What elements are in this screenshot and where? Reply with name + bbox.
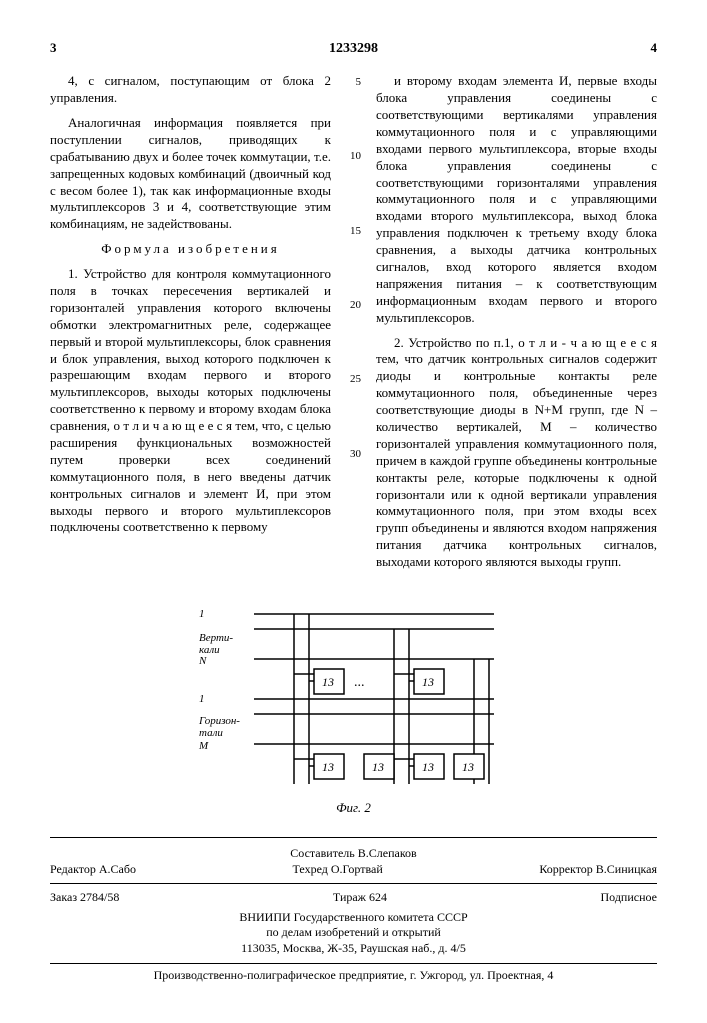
footer-block: Составитель В.Слепаков Редактор А.Сабо Т… xyxy=(50,837,657,983)
patent-number: 1233298 xyxy=(57,40,651,58)
left-column: 4, с сигналом, поступающим от блока 2 уп… xyxy=(50,73,331,579)
ln-15: 15 xyxy=(346,224,361,238)
box-13-2: 13 xyxy=(422,675,434,689)
formula-heading: Формула изобретения xyxy=(50,241,331,258)
fig-label-M: M xyxy=(198,740,209,752)
text-columns: 4, с сигналом, поступающим от блока 2 уп… xyxy=(50,73,657,579)
box-13-5: 13 xyxy=(422,760,434,774)
org1: ВНИИПИ Государственного комитета СССР xyxy=(50,910,657,926)
fig-label-1a: 1 xyxy=(199,608,205,620)
compiler: Составитель В.Слепаков xyxy=(50,846,657,862)
org2: по делам изобретений и открытий xyxy=(50,925,657,941)
right-p2: 2. Устройство по п.1, о т л и - ч а ю щ … xyxy=(376,335,657,571)
ln-25: 25 xyxy=(346,372,361,386)
fig-label-N: N xyxy=(198,655,207,667)
box-13-3: 13 xyxy=(322,760,334,774)
address2: Производственно-полиграфическое предприя… xyxy=(50,968,657,984)
page-header: 3 1233298 4 xyxy=(50,40,657,58)
fig-label-1b: 1 xyxy=(199,693,205,705)
corrector: Корректор В.Синицкая xyxy=(539,862,657,878)
ln-5: 5 xyxy=(346,75,361,89)
ln-30: 30 xyxy=(346,447,361,461)
box-13-1: 13 xyxy=(322,675,334,689)
subscription: Подписное xyxy=(601,890,658,906)
fig-label-horiz: Горизон- xyxy=(198,715,240,727)
techred: Техред О.Гортвай xyxy=(136,862,539,878)
left-p1: 4, с сигналом, поступающим от блока 2 уп… xyxy=(50,73,331,107)
ln-20: 20 xyxy=(346,298,361,312)
line-numbers: 5 10 15 20 25 30 xyxy=(346,73,361,579)
box-13-6: 13 xyxy=(462,760,474,774)
tirage: Тираж 624 xyxy=(333,890,387,906)
right-column: и второму входам элемента И, первые вход… xyxy=(376,73,657,579)
right-p1: и второму входам элемента И, первые вход… xyxy=(376,73,657,326)
order: Заказ 2784/58 xyxy=(50,890,119,906)
figure-2: 1 Верти- кали N 1 Горизон- тали M 13 13 … xyxy=(50,599,657,817)
figure-caption: Фиг. 2 xyxy=(50,800,657,817)
ln-10: 10 xyxy=(346,149,361,163)
svg-text:...: ... xyxy=(354,675,365,690)
editor: Редактор А.Сабо xyxy=(50,862,136,878)
right-page-num: 4 xyxy=(651,40,658,58)
box-13-4: 13 xyxy=(372,760,384,774)
fig-label-vert: Верти- xyxy=(199,632,233,644)
svg-text:тали: тали xyxy=(199,727,223,739)
left-p2: Аналогичная информация появляется при по… xyxy=(50,115,331,233)
left-p3: 1. Устройство для контроля коммутационно… xyxy=(50,266,331,536)
address1: 113035, Москва, Ж-35, Раушская наб., д. … xyxy=(50,941,657,957)
